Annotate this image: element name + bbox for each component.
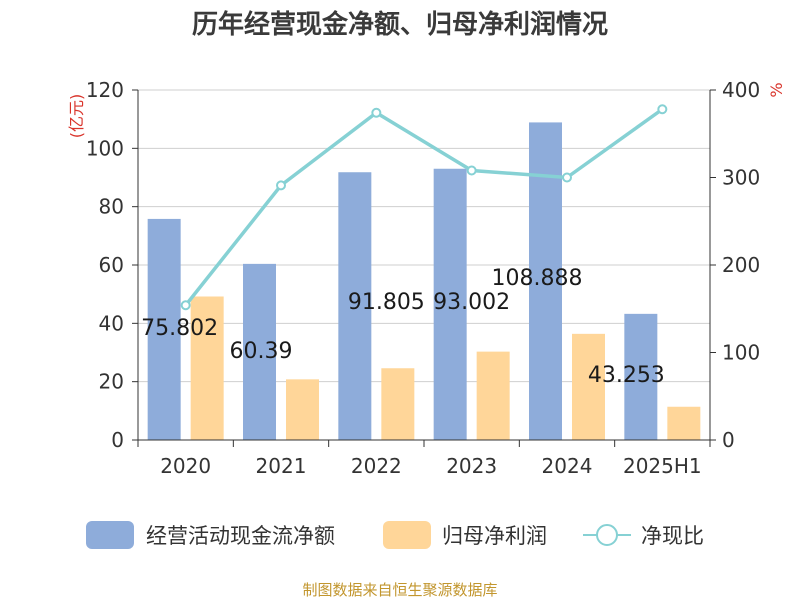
bar-cash-flow	[243, 263, 276, 440]
x-tick-label: 2023	[446, 454, 497, 478]
legend-swatch-cash-flow	[86, 521, 134, 549]
ratio-point	[180, 300, 191, 311]
ratio-point	[562, 172, 572, 183]
bar-value-label: 108.888	[492, 266, 583, 291]
x-tick-label: 2021	[256, 454, 307, 478]
bar-net-profit	[667, 406, 701, 440]
y-left-tick-label: 0	[111, 428, 124, 452]
bar-value-label: 60.39	[230, 339, 293, 364]
legend-swatch-net-profit	[383, 521, 431, 549]
legend-label-net-profit: 归母净利润	[442, 524, 547, 548]
ratio-point	[657, 104, 668, 115]
bar-value-label: 91.805	[348, 290, 425, 315]
x-tick-label: 2024	[542, 454, 593, 478]
legend: 经营活动现金流净额 归母净利润 净现比	[86, 521, 704, 549]
bar-net-profit	[286, 379, 319, 440]
legend-label-cash-flow: 经营活动现金流净额	[146, 524, 335, 548]
axes: 0 20 40 60 80 100 120 0 100 200 300 400 (亿元)% 2020 202…	[67, 78, 786, 478]
ratio-line-path	[184, 107, 664, 307]
ratio-point	[276, 180, 286, 191]
bar-net-profit	[381, 368, 415, 440]
ratio-point	[466, 165, 477, 176]
y-left-tick-label: 120	[86, 78, 124, 102]
legend-label-ratio: 净现比	[641, 524, 704, 548]
bar-net-profit	[476, 351, 510, 440]
bar-value-label: 93.002	[433, 290, 510, 315]
y-right-tick-label: 400	[722, 78, 760, 102]
y-left-tick-label: 80	[99, 195, 124, 219]
y-left-tick-label: 40	[99, 311, 124, 335]
y-right-tick-label: 0	[722, 428, 735, 452]
y-left-tick-label: 20	[99, 370, 124, 394]
x-tick-label: 2022	[351, 454, 402, 478]
y-left-tick-label: 60	[99, 253, 124, 277]
bars	[147, 122, 701, 440]
legend-swatch-ratio-marker	[596, 524, 618, 546]
y-right-tick-label: 100	[722, 341, 760, 365]
y-right-axis-title: %	[767, 82, 786, 97]
ratio-point	[371, 107, 382, 118]
bar-net-profit	[572, 333, 605, 440]
bar-cash-flow	[338, 172, 372, 440]
bar-value-label: 75.802	[141, 316, 218, 341]
bar-cash-flow	[147, 218, 181, 440]
x-tick-label: 2020	[160, 454, 211, 478]
source-note: 制图数据来自恒生聚源数据库	[302, 581, 498, 599]
bar-net-profit	[190, 296, 224, 440]
bar-cash-flow	[433, 168, 467, 440]
ratio-line	[180, 104, 668, 311]
y-left-tick-label: 100	[86, 136, 124, 160]
y-right-tick-label: 200	[722, 253, 760, 277]
x-tick-label: 2025H1	[623, 454, 702, 478]
bar-value-label: 43.253	[588, 363, 665, 388]
y-left-axis-title: (亿元)	[67, 94, 86, 139]
y-right-tick-label: 300	[722, 166, 760, 190]
bar-cash-flow	[624, 313, 658, 440]
chart-title: 历年经营现金净额、归母净利润情况	[191, 10, 608, 40]
